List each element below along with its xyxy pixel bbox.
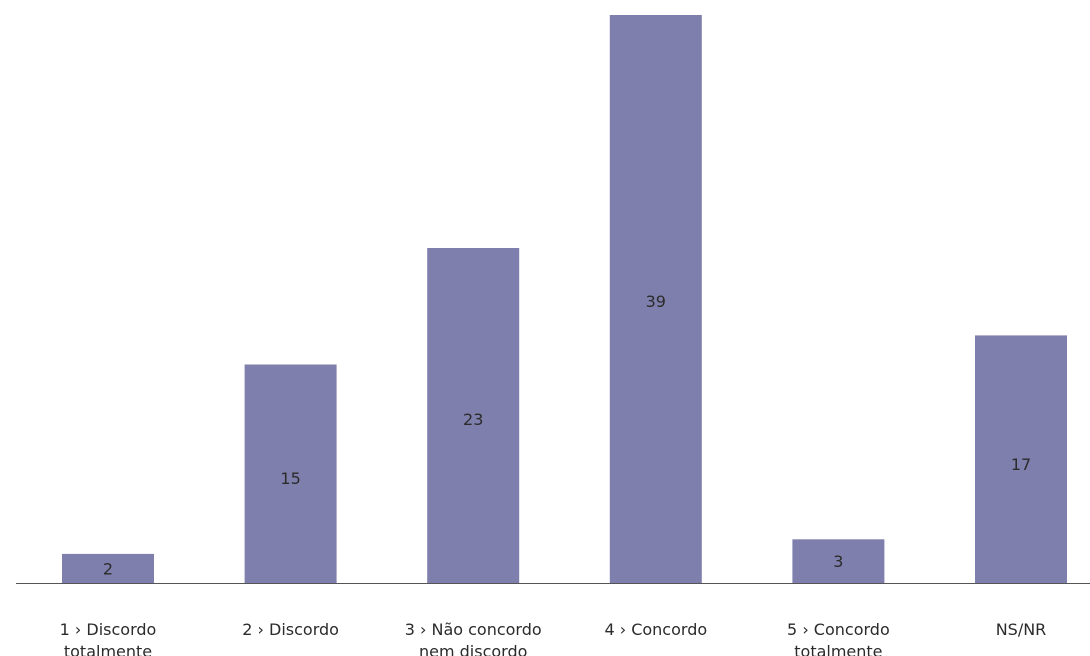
value-labels-group: 2 15 23 39 3 17 xyxy=(103,292,1031,578)
category-label-5: 5 › Concordo totalmente xyxy=(787,620,890,656)
value-label-5: 3 xyxy=(833,552,843,571)
value-label-4: 39 xyxy=(646,292,666,311)
bar-6 xyxy=(975,335,1067,583)
bar-4 xyxy=(609,15,702,583)
value-label-6: 17 xyxy=(1011,455,1031,474)
bar-3 xyxy=(427,248,520,583)
category-label-3: 3 › Não concordo nem discordo xyxy=(405,620,542,656)
bar-5 xyxy=(792,539,885,583)
value-label-3: 23 xyxy=(463,410,483,429)
value-label-2: 15 xyxy=(280,469,300,488)
category-labels-group: 1 › Discordo totalmente 2 › Discordo 3 › Nã… xyxy=(60,620,1047,656)
bar-2 xyxy=(244,364,337,583)
value-label-1: 2 xyxy=(103,559,113,578)
category-label-6: NS/NR xyxy=(996,620,1047,639)
category-label-1: 1 › Discordo totalmente xyxy=(60,620,157,656)
bar-1 xyxy=(62,553,154,583)
category-label-2: 2 › Discordo xyxy=(242,620,339,639)
category-label-4: 4 › Concordo xyxy=(604,620,707,639)
bars-group xyxy=(62,15,1067,583)
